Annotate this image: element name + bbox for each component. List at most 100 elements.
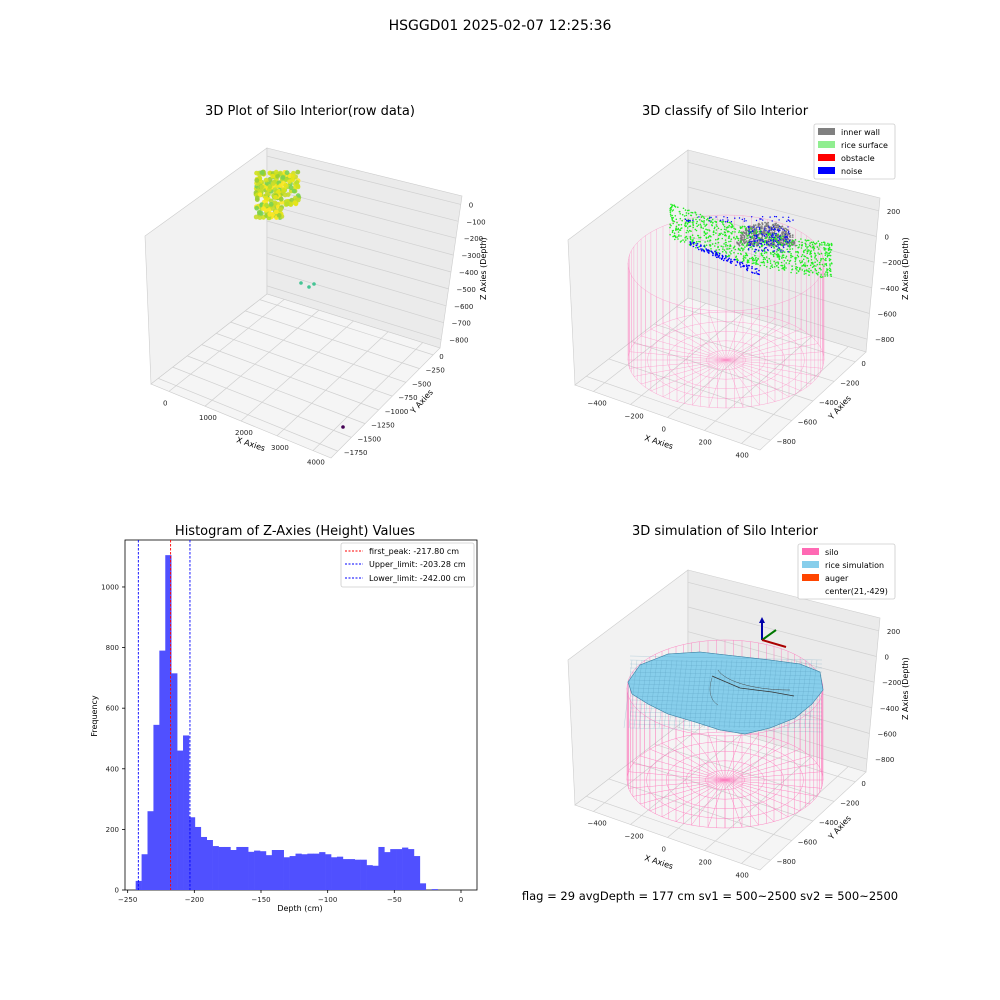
rice-surface-point (783, 260, 786, 262)
mesh-line (703, 659, 713, 729)
rice-surface-point (821, 276, 824, 278)
rice-surface-point (715, 224, 718, 226)
silo-floor-spoke (628, 771, 726, 781)
silo-floor-spoke (725, 328, 802, 361)
noise-point (751, 241, 753, 243)
x-tick-label: 200 (699, 859, 712, 867)
rice-surface-point (766, 261, 769, 263)
rice-surface-point (796, 251, 798, 253)
rice-surface-point (777, 249, 780, 252)
silo-floor-spoke (724, 779, 775, 822)
z-tick-label: −400 (880, 705, 899, 713)
rice-surface-point (730, 249, 733, 252)
data-point (273, 209, 279, 215)
data-point (288, 185, 294, 191)
rice-surface-point (768, 257, 771, 260)
rice-surface-point (830, 242, 833, 245)
noise-point (782, 245, 784, 247)
noise-point (777, 239, 780, 242)
rice-surface-point (683, 215, 686, 217)
rice-surface-point (781, 254, 784, 257)
silo-floor-spoke (641, 335, 727, 361)
rice-surface-point (804, 242, 807, 245)
rice-surface-point (747, 259, 750, 262)
rice-surface-point (769, 260, 772, 262)
silo-floor-spoke (661, 743, 726, 781)
silo-floor-spoke (675, 779, 726, 822)
p4-zlabel: Z Axies (Depth) (901, 657, 910, 720)
noise-point (722, 259, 725, 262)
silo-floor-spoke (629, 351, 727, 361)
rice-surface-point (824, 254, 827, 256)
mesh-line (633, 659, 643, 729)
noise-point (719, 257, 721, 259)
inner-wall-point (784, 227, 787, 230)
rice-surface-point (763, 264, 766, 267)
rice-surface-point (827, 247, 830, 250)
inner-wall-point (763, 232, 766, 235)
rice-surface-point (725, 252, 728, 254)
data-point (270, 181, 276, 186)
grid-line (687, 235, 872, 289)
rice-surface-point (788, 244, 791, 246)
rice-surface-point (796, 244, 798, 247)
rice-surface-point (791, 248, 794, 250)
histogram-bar (212, 846, 219, 890)
rice-surface-point (703, 231, 706, 234)
rice-surface-point (710, 248, 712, 250)
x-tick-label: −400 (588, 820, 607, 828)
p1-floor-pane (150, 293, 441, 459)
rice-surface-point (733, 236, 735, 239)
noise-point (749, 236, 751, 239)
rice-surface-point (785, 255, 788, 258)
noise-point (765, 233, 768, 236)
noise-point (753, 234, 756, 237)
rice-surface-point (789, 245, 791, 248)
z-tick-label: −800 (875, 336, 894, 344)
histogram-bar (289, 856, 296, 890)
noise-point (774, 240, 777, 242)
noise-point (746, 268, 748, 270)
noise-point (745, 264, 748, 266)
silo-floor-spoke (725, 359, 790, 397)
rice-surface-point (669, 209, 671, 212)
silo-floor-spoke (724, 763, 818, 781)
data-point (295, 183, 301, 189)
rice-surface-point (796, 254, 799, 257)
histogram-bar (248, 851, 255, 890)
p1-xlabel: X Axies (235, 435, 266, 453)
data-point (264, 191, 270, 197)
z-tick-label: −600 (878, 311, 897, 319)
z-tick-label: −800 (449, 337, 468, 345)
rice-surface-point (699, 236, 702, 239)
grid-line (187, 355, 366, 424)
rice-surface-point (679, 217, 682, 220)
rice-surface-point (780, 236, 782, 239)
rice-surface-point (709, 240, 711, 242)
x-tick-label: 400 (736, 872, 749, 880)
noise-point (718, 254, 720, 257)
noise-point (701, 248, 703, 250)
rice-surface-point (740, 253, 742, 256)
rice-surface-point (728, 247, 731, 250)
rice-surface-point (698, 236, 700, 239)
noise-point (752, 226, 755, 228)
inner-wall-point (752, 224, 755, 227)
inner-wall-point (757, 223, 760, 226)
noise-point (784, 230, 786, 232)
rice-surface-point (808, 239, 810, 242)
y-tick-label: −600 (798, 839, 817, 847)
noise-point (776, 241, 778, 244)
rice-surface-point (790, 254, 792, 257)
rice-surface-point (669, 211, 672, 213)
histogram-bar (159, 650, 166, 890)
x-tick-label: 0 (662, 846, 666, 854)
rice-surface-point (673, 232, 676, 234)
inner-wall-point (743, 242, 746, 245)
mesh-line (793, 659, 803, 729)
inner-wall-point (756, 242, 759, 244)
rice-surface-point (691, 221, 694, 223)
rice-surface-point (711, 218, 714, 221)
rice-surface-point (709, 235, 711, 237)
rice-surface-point (707, 217, 709, 220)
